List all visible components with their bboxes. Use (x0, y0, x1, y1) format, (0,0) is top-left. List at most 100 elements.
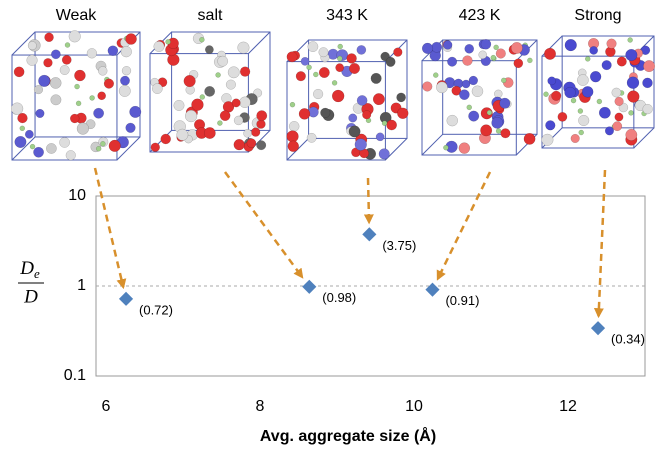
atom (605, 127, 614, 136)
atom (234, 139, 245, 150)
value-label: (0.98) (322, 290, 356, 305)
atom (319, 47, 328, 56)
atom (100, 141, 105, 146)
atom (545, 120, 555, 130)
atom (422, 43, 433, 54)
atom (184, 75, 196, 87)
point (302, 280, 316, 294)
box-edge (248, 32, 270, 54)
atom (44, 58, 53, 67)
atom (232, 99, 240, 107)
atom (18, 113, 28, 123)
atom (443, 41, 452, 50)
molecular-box (287, 40, 408, 160)
y-label-base: D (19, 258, 34, 279)
atom (642, 78, 652, 88)
atom (338, 44, 343, 49)
atom (220, 111, 230, 121)
atom (371, 73, 381, 83)
atom (376, 133, 384, 141)
atom (597, 99, 602, 104)
atom (60, 65, 69, 74)
atom (122, 66, 131, 75)
atom (565, 39, 577, 51)
atom (386, 57, 395, 66)
atom (349, 126, 360, 137)
x-tick-label: 12 (559, 398, 577, 415)
atom (615, 97, 624, 106)
atom (296, 71, 306, 81)
atom (76, 101, 81, 106)
atom (480, 125, 491, 136)
atom (75, 84, 80, 89)
atom (205, 46, 213, 54)
atom (14, 67, 24, 77)
atom (468, 111, 478, 121)
atom (27, 55, 38, 66)
atom (199, 37, 204, 42)
atom (307, 65, 312, 70)
atom (313, 72, 318, 77)
atom (126, 34, 137, 45)
atom (496, 49, 506, 59)
atom (447, 115, 458, 126)
atom (174, 100, 185, 111)
atom (290, 102, 295, 107)
y-label-numerator: De (19, 258, 40, 281)
atom (481, 39, 491, 49)
atom (336, 64, 344, 72)
atom (240, 67, 250, 77)
atom (77, 123, 89, 135)
atom (643, 104, 653, 114)
atom (69, 31, 81, 43)
atom (432, 42, 442, 52)
atom (462, 56, 472, 66)
atom (51, 95, 61, 105)
atom (74, 70, 85, 81)
atom (501, 78, 506, 83)
atom (397, 93, 406, 102)
atom (90, 95, 95, 100)
atom (501, 128, 511, 138)
atom (469, 76, 478, 85)
atom (244, 129, 252, 137)
atom (627, 91, 639, 103)
atom (332, 90, 344, 102)
atom (578, 115, 589, 126)
atom (66, 150, 76, 160)
atom (289, 121, 299, 131)
atom (59, 137, 69, 147)
atom (347, 53, 357, 63)
atom (617, 57, 626, 66)
value-label: (0.34) (611, 332, 645, 347)
atom (70, 114, 79, 123)
atom (98, 92, 106, 100)
atom (108, 46, 118, 56)
atom (87, 48, 97, 58)
atom (126, 123, 136, 133)
atom (548, 77, 556, 85)
atom (496, 128, 501, 133)
atom (120, 76, 129, 85)
atom (307, 133, 316, 142)
atom (612, 88, 621, 97)
atom (436, 82, 447, 93)
atom (288, 141, 299, 152)
atom (62, 55, 71, 64)
atom (492, 117, 503, 128)
atom (238, 42, 250, 54)
atom (387, 120, 397, 130)
atom (494, 90, 502, 98)
atom (216, 72, 221, 77)
atom (154, 41, 165, 52)
atom (287, 52, 297, 62)
atom (524, 133, 535, 144)
atom (161, 134, 171, 144)
point (425, 283, 439, 297)
atom (20, 126, 25, 131)
molecular-box (150, 32, 270, 152)
atom (247, 139, 256, 148)
x-tick-label: 10 (405, 398, 423, 415)
atom (494, 45, 499, 50)
atom (130, 106, 141, 117)
